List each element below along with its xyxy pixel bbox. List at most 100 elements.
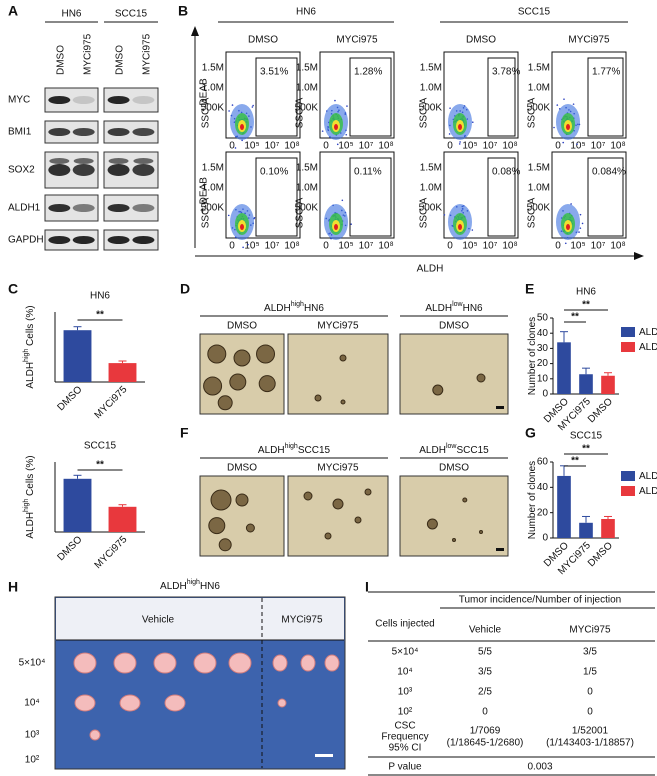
x-tick-label: 10⁷ [483,241,498,252]
bar [108,363,137,382]
density [458,224,462,230]
table-cell: 0 [587,687,593,698]
band [107,204,130,212]
event-dot [563,98,565,100]
spheroid [229,373,247,391]
micrograph [399,333,509,415]
condition-label: MYCi975 [317,321,359,332]
spheroid [354,516,362,524]
event-dot [471,121,474,124]
band [132,204,155,212]
event-dot [576,143,578,145]
x-tick-label: DMSO [55,384,84,413]
y-axis-title-part: Cells (%) [25,455,36,498]
band [48,128,71,136]
gate [487,157,516,237]
photo-header [56,598,344,640]
spheroid [256,344,276,364]
legend-label: ALDHhigh [639,325,657,337]
event-dot [228,110,230,112]
axis-title: SSC-A [527,197,538,228]
axis-title: SSC-A [201,97,212,128]
band [72,204,95,212]
gate-percent: 0.084% [592,167,626,178]
band [48,96,71,104]
significance-label: ** [582,444,590,455]
x-tick-label: 10⁷ [591,141,606,152]
event-dot [556,104,559,106]
bar [579,522,593,538]
axis-title: SSC-A [295,97,306,128]
y-tick-label: 0 [542,533,548,544]
event-dot [459,141,461,143]
x-tick-label: 10⁸ [378,241,393,252]
legend-label: ALDHhigh [639,469,657,481]
y-axis-title: ALDHhigh Cells (%) [23,455,35,538]
x-tick-label: 10⁵ [338,141,353,152]
condition-label: DMSO [439,463,469,474]
legend-swatch [621,327,635,337]
band [72,128,95,136]
condition-label: DMSO [248,35,278,46]
tumor [119,694,141,712]
x-tick-label: 10⁵ [462,141,477,152]
lane-label: DMSO [115,45,126,75]
spheroid [314,394,322,402]
spheroid [210,489,232,511]
event-dot [252,104,254,107]
y-tick-label: 60 [537,457,549,468]
x-tick-label: 0 [447,141,453,152]
row-label: 5×10⁴ [19,658,46,669]
table-cell: 0.003 [527,762,552,773]
spheroid [208,517,226,535]
y-tick-label: 1.5M [202,63,224,74]
panel-title-part: HN6 [200,581,220,592]
spheroid [245,523,255,533]
blot [103,229,159,251]
y-tick-label: 1.0M [528,183,550,194]
y-tick-label: 1.5M [528,63,550,74]
x-tick-label: 10⁵ [244,141,259,152]
gate [487,57,516,137]
panel-letter: C [8,281,18,297]
row-label: - DEAB [199,78,210,112]
legend-swatch [621,342,635,352]
row-label: 10³ [25,730,40,741]
spheroid [332,498,344,510]
legend-label: ALDHlow [639,340,657,352]
y-tick-label: 1.5M [296,163,318,174]
density [240,224,244,230]
x-tick-label: 10⁷ [483,141,498,152]
density [458,124,462,130]
panel-letter: E [525,281,534,297]
y-tick-label: 1.5M [296,63,318,74]
y-axis-title-part: ALDH [25,512,36,539]
y-tick-label: 1.0M [420,83,442,94]
group-label: SCC15 [518,7,551,18]
panel-letter: B [178,3,188,19]
event-dot [578,231,580,233]
tumor [164,694,186,712]
axis-title: SSC-A [419,97,430,128]
y-tick-label: 500K [295,203,319,214]
table-cell: 2/5 [478,687,492,698]
table-cell: 1/7069 [470,726,501,737]
tumor [89,729,101,741]
table-cell: 10² [398,707,413,718]
table-cell: 5×10⁴ [392,647,419,658]
scale-bar [496,406,504,409]
y-tick-label: 1.5M [528,163,550,174]
x-tick-label: 10⁸ [284,241,299,252]
y-axis-title-part: high [23,499,30,512]
tumor [153,652,177,674]
y-axis-title: Number of clones [527,317,538,395]
table-cell: CSC [394,721,415,732]
x-tick-label: 10⁸ [502,141,517,152]
blot [103,120,159,144]
gate-percent: 0.10% [260,167,288,178]
lane-label: MYCi975 [142,33,153,75]
tumor [277,698,287,708]
x-tick-label: 10⁷ [265,241,280,252]
x-tick-label: 0 [555,141,561,152]
